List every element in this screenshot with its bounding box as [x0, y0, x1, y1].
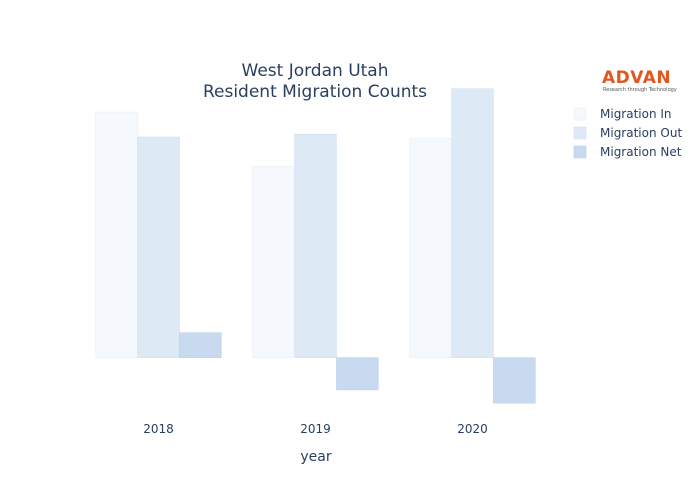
x-axis-ticks: 2018 2019 2020 — [143, 422, 488, 436]
x-axis-title: year — [300, 449, 331, 465]
legend-swatch — [573, 145, 587, 159]
bar-migration-out-2020 — [451, 88, 494, 358]
bar-migration-out-2019 — [294, 133, 337, 358]
bar-migration-in-2020 — [409, 137, 452, 358]
logo-brand: ADVAN — [602, 68, 671, 88]
bar-migration-out-2018 — [137, 136, 180, 358]
chart-title-line-1: West Jordan Utah — [242, 61, 389, 81]
x-tick-label: 2018 — [143, 422, 174, 436]
chart-title: West Jordan Utah Resident Migration Coun… — [203, 61, 427, 102]
bar-migration-net-2020 — [493, 357, 536, 404]
bar-migration-net-2019 — [336, 357, 379, 391]
bar-migration-in-2018 — [95, 111, 138, 358]
legend: Migration In Migration Out Migration Net — [573, 107, 682, 159]
legend-item-migration-net[interactable]: Migration Net — [573, 145, 682, 159]
legend-label: Migration Out — [600, 126, 682, 140]
x-tick-label: 2020 — [457, 422, 488, 436]
bars-layer — [95, 88, 536, 404]
legend-label: Migration In — [600, 107, 672, 121]
bar-migration-in-2019 — [252, 166, 295, 358]
bar-migration-net-2018 — [179, 332, 222, 358]
logo-tagline: Research through Technology — [603, 87, 677, 93]
x-tick-label: 2019 — [300, 422, 331, 436]
advan-logo: ADVAN Research through Technology — [602, 68, 677, 93]
legend-item-migration-in[interactable]: Migration In — [573, 107, 672, 121]
legend-label: Migration Net — [600, 145, 682, 159]
chart-title-line-2: Resident Migration Counts — [203, 82, 427, 102]
legend-swatch — [573, 107, 587, 121]
legend-swatch — [573, 126, 587, 140]
legend-item-migration-out[interactable]: Migration Out — [573, 126, 682, 140]
